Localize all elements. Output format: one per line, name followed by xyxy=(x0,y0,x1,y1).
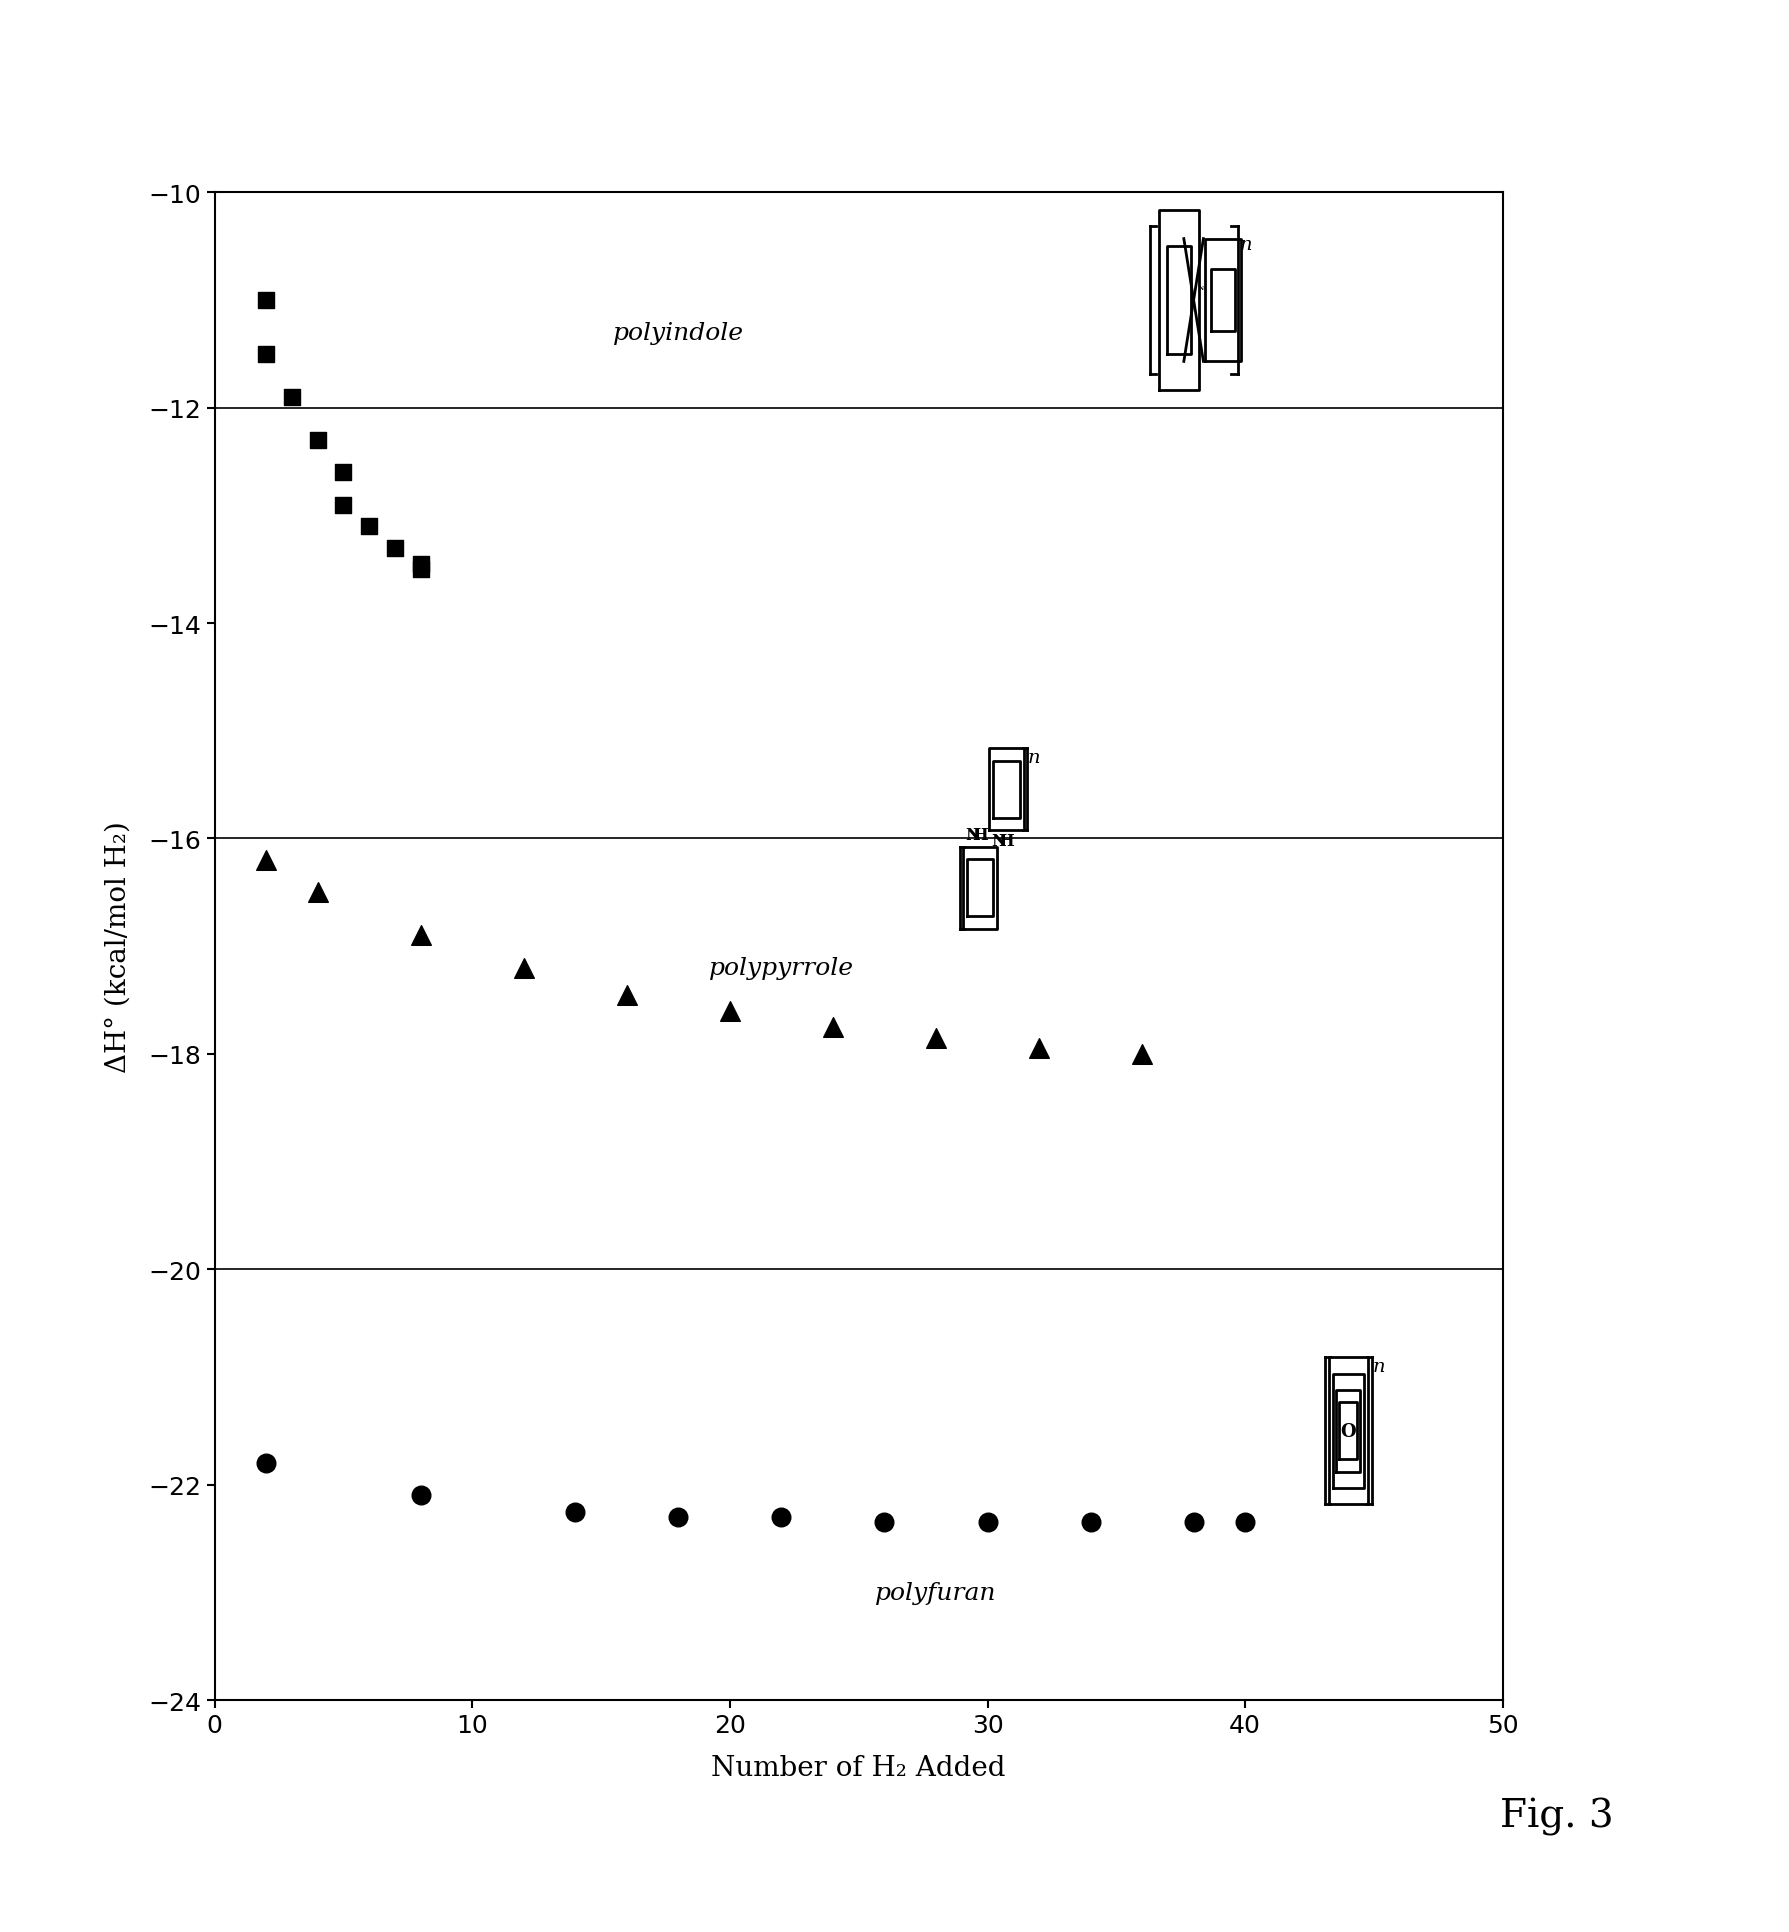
Y-axis label: ΔH° (kcal/mol H₂): ΔH° (kcal/mol H₂) xyxy=(106,821,132,1072)
Point xyxy=(819,1012,848,1043)
Point xyxy=(354,512,383,543)
Text: polyindole: polyindole xyxy=(614,321,744,344)
Text: O: O xyxy=(1340,1422,1356,1439)
Point xyxy=(252,1447,281,1478)
Point xyxy=(562,1495,590,1526)
Text: n: n xyxy=(1027,750,1039,767)
Point xyxy=(406,1480,435,1511)
Point xyxy=(921,1022,950,1053)
Text: N: N xyxy=(1199,286,1204,292)
Point xyxy=(1025,1034,1054,1065)
Text: N: N xyxy=(991,833,1007,850)
Point xyxy=(252,340,281,371)
Text: H: H xyxy=(998,833,1014,850)
Point xyxy=(381,533,410,564)
Point xyxy=(252,286,281,317)
Point xyxy=(406,920,435,951)
Point xyxy=(1179,1507,1208,1538)
Point xyxy=(973,1507,1002,1538)
Point xyxy=(277,383,306,413)
Point xyxy=(329,491,358,522)
Text: n: n xyxy=(1240,236,1252,253)
Point xyxy=(1231,1507,1259,1538)
Text: n: n xyxy=(1372,1358,1385,1376)
Point xyxy=(664,1501,692,1532)
Point xyxy=(406,554,435,585)
X-axis label: Number of H₂ Added: Number of H₂ Added xyxy=(712,1754,1005,1781)
Point xyxy=(304,425,333,456)
Point xyxy=(869,1507,898,1538)
Text: N: N xyxy=(966,827,980,842)
Text: Fig. 3: Fig. 3 xyxy=(1499,1797,1614,1835)
Point xyxy=(1077,1507,1106,1538)
Point xyxy=(510,952,538,983)
Text: H: H xyxy=(971,827,988,842)
Text: polyfuran: polyfuran xyxy=(875,1580,996,1604)
Text: polypyrrole: polypyrrole xyxy=(708,956,853,980)
Point xyxy=(1127,1039,1156,1070)
Point xyxy=(767,1501,796,1532)
Point xyxy=(406,549,435,580)
Point xyxy=(252,844,281,875)
Point xyxy=(612,980,640,1010)
Point xyxy=(304,877,333,908)
Point xyxy=(716,995,744,1026)
Point xyxy=(329,458,358,489)
